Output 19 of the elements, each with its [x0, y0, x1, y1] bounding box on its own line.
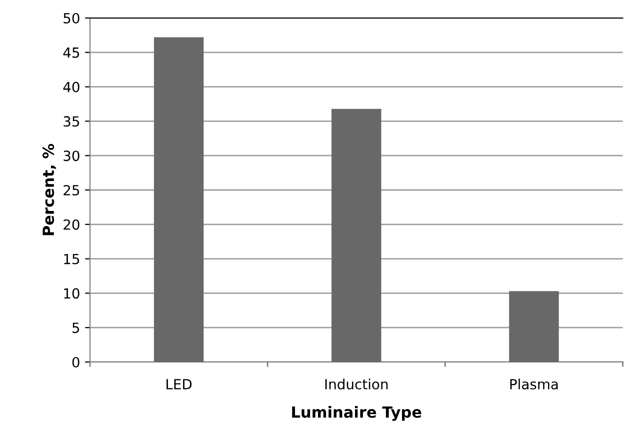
y-tick-label: 0 — [72, 356, 80, 368]
y-tick-label: 45 — [63, 48, 80, 58]
bar — [332, 108, 382, 362]
y-tick-label: 50 — [64, 12, 80, 24]
y-tick-label: 30 — [64, 150, 80, 162]
x-tick-label: Plasma — [510, 378, 558, 390]
y-tick-label: 10 — [64, 288, 80, 299]
y-tick-label: 5 — [72, 322, 80, 334]
y-tick-label: 20 — [64, 219, 80, 230]
x-tick-label: LED — [166, 379, 192, 390]
x-axis-title: Luminaire Type — [292, 406, 422, 421]
bar — [509, 291, 559, 362]
y-tick-label: 25 — [64, 184, 80, 196]
y-tick-label: 15 — [64, 254, 80, 264]
y-tick-label: 35 — [64, 116, 80, 127]
y-tick-label: 40 — [63, 82, 80, 92]
y-axis-title: Percent, % — [42, 144, 56, 236]
bar — [154, 37, 204, 362]
x-tick-label: Induction — [325, 378, 388, 390]
